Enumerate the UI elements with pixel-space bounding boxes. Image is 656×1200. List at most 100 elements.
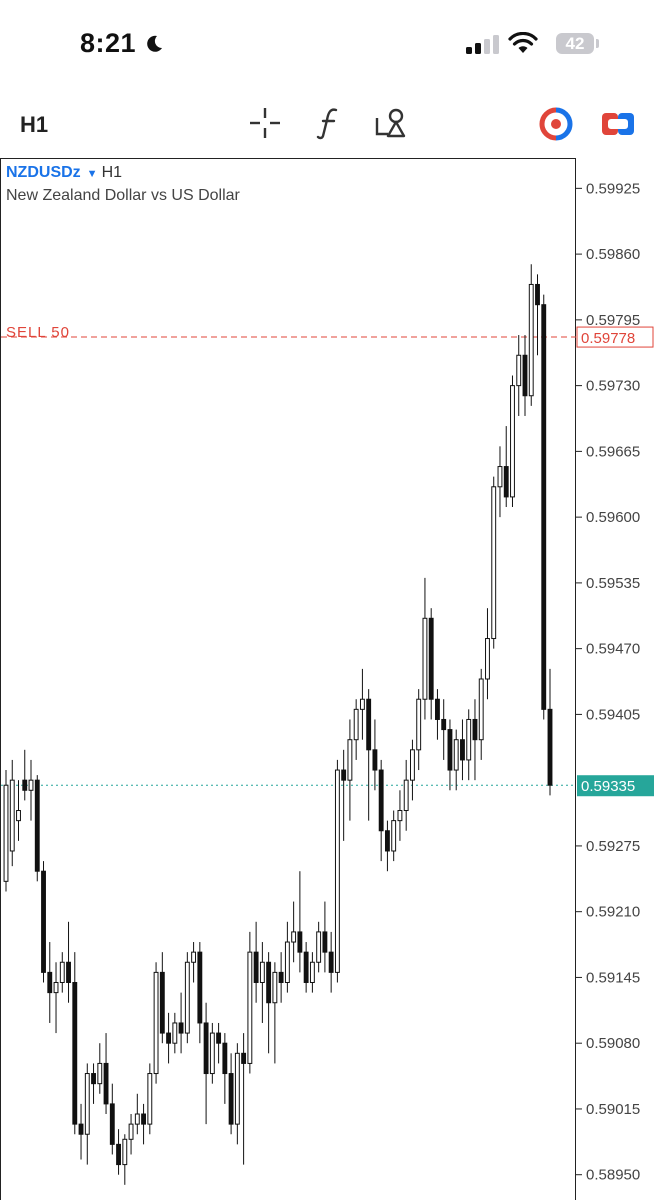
price-tick-label: 0.59405: [586, 706, 640, 723]
one-click-trading-icon[interactable]: [538, 106, 574, 142]
crosshair-icon[interactable]: [248, 106, 282, 140]
bull-candle: [28, 779, 34, 791]
bear-candle: [460, 739, 465, 761]
bid-price-value: 0.59335: [581, 778, 635, 795]
bull-candle: [453, 739, 459, 771]
bull-candle: [234, 1052, 240, 1125]
status-bar: 8:21 42: [0, 0, 656, 90]
status-time: 8:21: [80, 28, 137, 58]
bull-candle: [485, 638, 490, 680]
bull-candle: [59, 961, 65, 983]
indicators-icon[interactable]: [314, 106, 344, 140]
bear-candle: [203, 1022, 209, 1075]
bear-candle: [447, 729, 453, 771]
bull-candle: [397, 810, 403, 822]
bear-candle: [178, 1022, 184, 1034]
bear-candle: [141, 1113, 147, 1125]
bear-candle: [197, 951, 203, 1024]
bear-candle: [322, 931, 328, 953]
bear-candle: [372, 749, 378, 771]
trade-icon[interactable]: [600, 106, 636, 142]
symbol-name[interactable]: NZDUSDz: [6, 164, 81, 181]
price-tick-label: 0.58950: [586, 1167, 640, 1184]
bear-candle: [341, 769, 347, 781]
bear-candle: [253, 951, 259, 983]
bull-candle: [128, 1123, 134, 1140]
bull-candle: [84, 1073, 90, 1135]
bull-candle: [191, 951, 197, 963]
bull-candle: [247, 951, 253, 1064]
bull-candle: [478, 678, 484, 741]
bull-candle: [466, 718, 472, 761]
price-tick-label: 0.59015: [586, 1101, 640, 1118]
bull-candle: [272, 971, 278, 1004]
price-tick-label: 0.59080: [586, 1035, 640, 1052]
bull-candle: [9, 779, 15, 852]
bull-candle: [316, 931, 322, 963]
drawing-objects-icon[interactable]: [374, 106, 410, 140]
timeframe-button[interactable]: H1: [20, 112, 49, 137]
bear-candle: [435, 698, 440, 720]
bear-candle: [366, 698, 372, 751]
bull-candle: [172, 1022, 178, 1044]
bear-candle: [216, 1032, 222, 1044]
bear-candle: [66, 961, 71, 983]
bull-candle: [334, 769, 340, 973]
price-tick-label: 0.59795: [586, 312, 640, 329]
bear-candle: [535, 283, 540, 306]
bull-candle: [528, 283, 534, 397]
moon-icon: [147, 35, 162, 52]
price-tick-label: 0.59860: [586, 246, 640, 263]
bear-candle: [116, 1143, 121, 1166]
price-tick-label: 0.59730: [586, 378, 640, 395]
bull-candle: [153, 971, 159, 1075]
bull-candle: [391, 820, 397, 852]
bull-candle: [309, 961, 315, 983]
bear-candle: [328, 951, 334, 973]
bear-candle: [241, 1052, 247, 1064]
bull-candle: [516, 354, 522, 387]
bear-candle: [297, 931, 303, 953]
battery-nub: [596, 39, 599, 48]
symbol-dropdown-icon[interactable]: ▼: [86, 168, 98, 180]
bear-candle: [378, 769, 384, 832]
signal-icon: [466, 35, 499, 54]
bull-candle: [409, 749, 415, 781]
bull-candle: [122, 1138, 128, 1166]
bull-candle: [291, 931, 297, 943]
bear-candle: [547, 708, 553, 786]
chart-header: NZDUSDz ▼ H1: [6, 164, 122, 182]
chart-area[interactable]: [0, 158, 576, 1200]
symbol-description: New Zealand Dollar vs US Dollar: [6, 187, 240, 204]
bear-candle: [384, 830, 390, 852]
bear-candle: [22, 779, 28, 791]
bear-candle: [109, 1103, 115, 1145]
bear-candle: [266, 961, 272, 1004]
bull-candle: [209, 1032, 215, 1075]
chart-period: H1: [101, 164, 123, 181]
bull-candle: [16, 810, 21, 822]
bull-candle: [259, 961, 265, 983]
bull-candle: [184, 961, 190, 1034]
bull-candle: [97, 1062, 103, 1085]
sell-price-tag: [576, 326, 654, 348]
bull-candle: [497, 466, 503, 488]
bear-candle: [34, 779, 40, 872]
bull-candle: [3, 784, 9, 882]
price-tick-label: 0.59600: [586, 509, 640, 526]
bull-candle: [422, 617, 428, 700]
price-tick-label: 0.59665: [586, 443, 640, 460]
bear-candle: [278, 971, 284, 983]
bid-price-tag: [577, 775, 654, 797]
bull-candle: [359, 698, 365, 710]
price-tick-label: 0.59275: [586, 838, 640, 855]
bear-candle: [72, 981, 78, 1125]
bull-candle: [284, 941, 290, 983]
bear-candle: [303, 951, 309, 983]
chart-toolbar: H1: [0, 100, 656, 150]
price-tick-label: 0.59925: [586, 180, 640, 197]
battery-indicator: 42: [556, 33, 594, 54]
bear-candle: [228, 1073, 234, 1125]
bear-candle: [503, 466, 509, 498]
